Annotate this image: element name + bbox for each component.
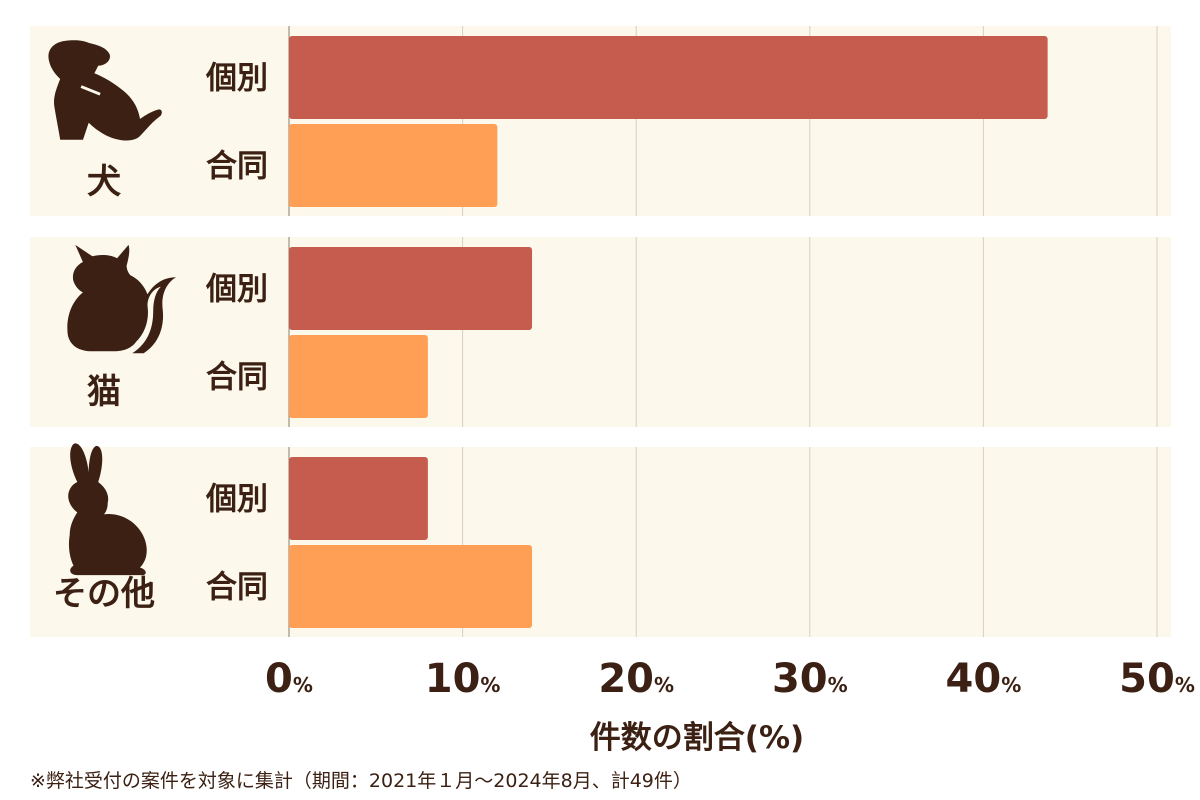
sub-label: 合同 [206, 149, 268, 185]
tick-label: 10% [425, 656, 501, 702]
footnote: ※弊社受付の案件を対象に集計（期間：2021年１月～2024年8月、計49件） [30, 770, 692, 792]
category-label: その他 [53, 574, 155, 614]
tick-label: 20% [598, 656, 674, 702]
bar-joint [289, 335, 428, 418]
x-axis-label: 件数の割合(%) [590, 720, 804, 756]
tick-label: 40% [946, 656, 1022, 702]
category-label: 犬 [87, 162, 121, 202]
bar-individual [289, 36, 1048, 119]
sub-label: 個別 [205, 61, 268, 97]
bar-individual [289, 247, 533, 330]
group-panel-1 [30, 237, 1171, 427]
bar-individual [289, 457, 428, 540]
tick-label: 50% [1119, 656, 1195, 702]
sub-label: 個別 [205, 482, 268, 518]
category-label: 猫 [87, 372, 121, 412]
bar-joint [289, 545, 533, 628]
bar-joint [289, 124, 498, 207]
tick-label: 30% [772, 656, 848, 702]
sub-label: 個別 [205, 272, 268, 308]
sub-label: 合同 [206, 360, 268, 396]
sub-label: 合同 [206, 570, 268, 606]
tick-label: 0% [265, 656, 313, 702]
group-panel-2 [30, 447, 1171, 637]
